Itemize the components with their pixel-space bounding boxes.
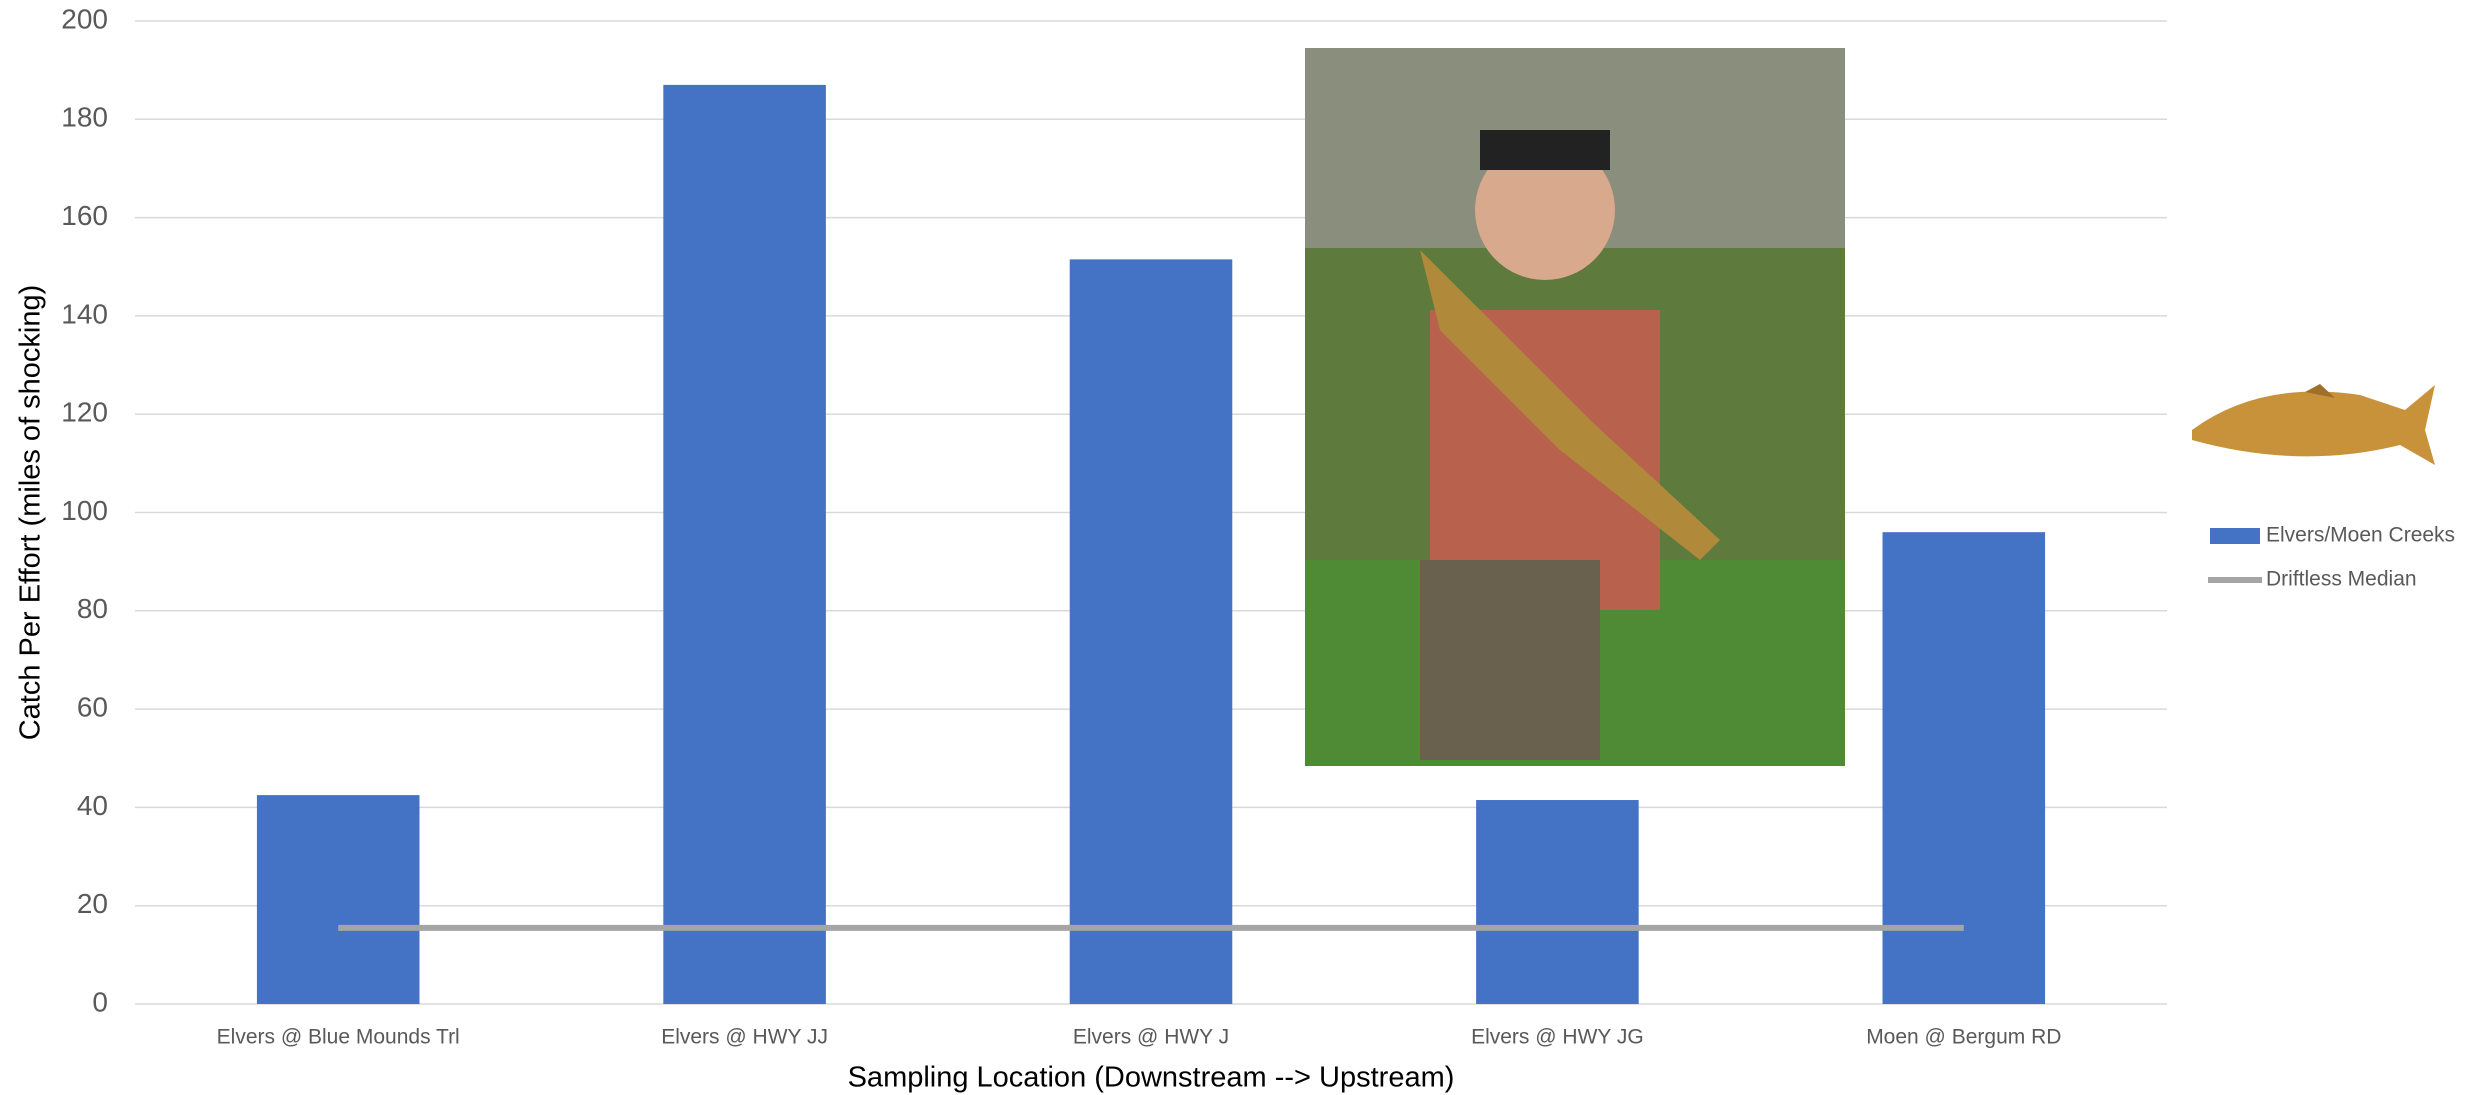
x-tick-label: Elvers @ Blue Mounds Trl: [217, 1026, 460, 1049]
x-tick-label: Elvers @ HWY J: [1073, 1026, 1229, 1049]
x-axis-title: Sampling Location (Downstream --> Upstre…: [848, 1062, 1455, 1094]
bar: [1882, 532, 2046, 1004]
legend-label: Elvers/Moen Creeks: [2266, 524, 2455, 547]
bar: [256, 795, 420, 1004]
photo: [1305, 48, 1845, 766]
y-tick-label: 160: [61, 200, 108, 231]
bar: [1476, 800, 1639, 1004]
y-tick-label: 100: [61, 495, 108, 526]
y-tick-label: 0: [92, 986, 108, 1017]
y-axis-title: Catch Per Effort (miles of shocking): [15, 285, 47, 741]
y-tick-label: 200: [61, 3, 108, 34]
y-tick-label: 120: [61, 397, 108, 428]
bar: [663, 84, 826, 1004]
legend-swatch: [2210, 528, 2260, 544]
bar: [1069, 259, 1233, 1004]
legend-label: Driftless Median: [2266, 568, 2417, 591]
trout-icon: [2192, 384, 2435, 465]
x-tick-label: Elvers @ HWY JJ: [661, 1026, 828, 1049]
x-tick-label: Elvers @ HWY JG: [1471, 1026, 1644, 1049]
y-tick-label: 140: [61, 298, 108, 329]
y-tick-label: 60: [77, 691, 108, 722]
x-tick-label: Moen @ Bergum RD: [1866, 1026, 2061, 1049]
y-tick-label: 20: [77, 888, 108, 919]
y-tick-label: 40: [77, 790, 108, 821]
y-tick-label: 180: [61, 102, 108, 133]
y-tick-label: 80: [77, 593, 108, 624]
